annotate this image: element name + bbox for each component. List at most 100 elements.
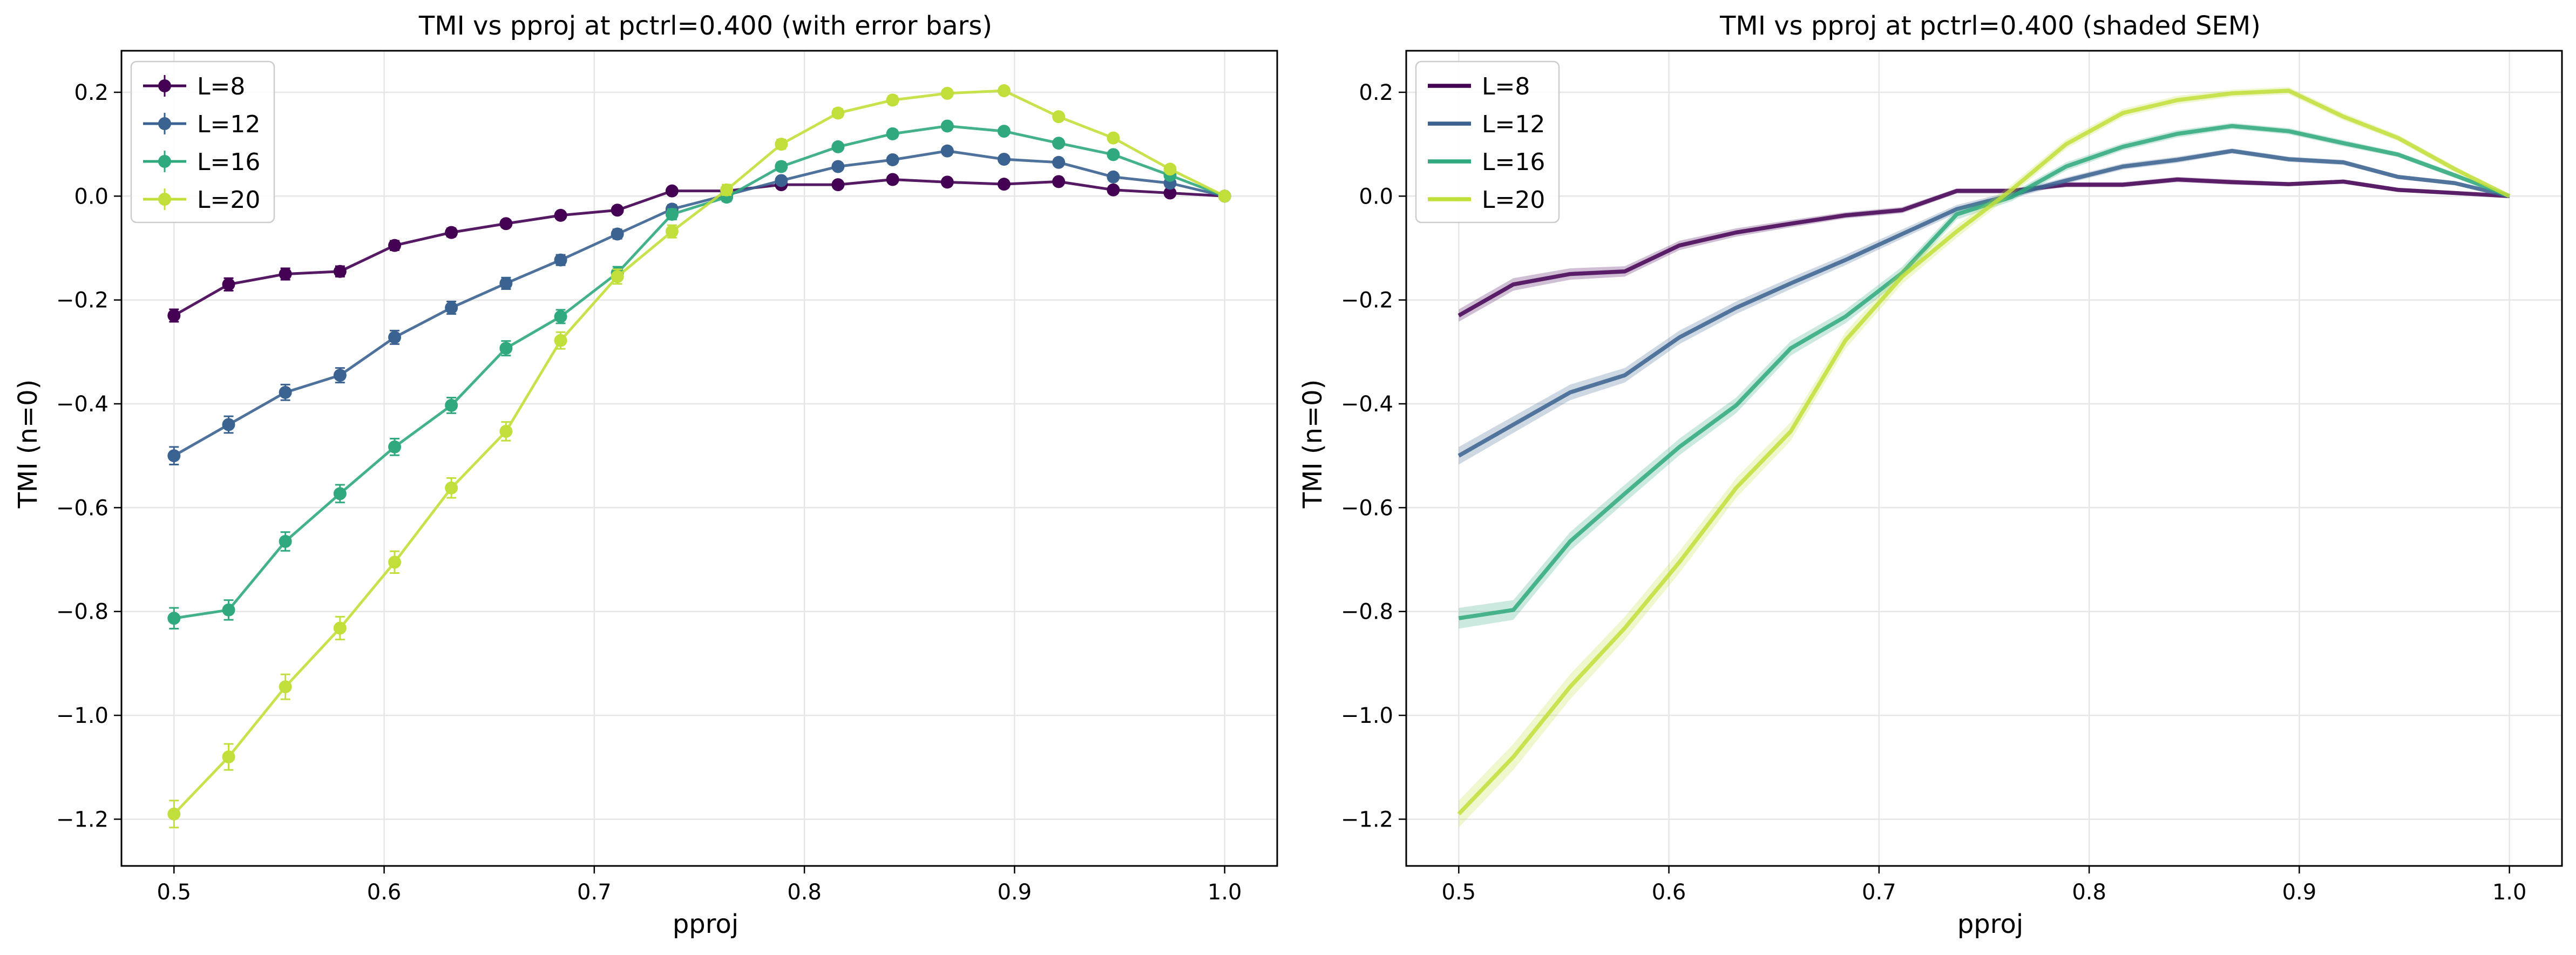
x-tick-label: 0.8 — [787, 880, 822, 905]
y-tick-label: −0.8 — [1341, 600, 1393, 625]
data-point — [388, 239, 402, 252]
data-point — [665, 207, 679, 221]
data-point — [997, 125, 1011, 138]
y-tick-label: −1.2 — [56, 807, 109, 832]
x-tick-label: 0.7 — [1862, 880, 1896, 905]
series-line — [1458, 177, 2510, 317]
data-point — [167, 612, 181, 625]
y-tick-label: 0.2 — [1359, 80, 1393, 105]
data-point — [1107, 170, 1120, 184]
data-point — [1163, 186, 1177, 200]
data-point — [1052, 137, 1066, 150]
y-tick-label: −0.8 — [56, 600, 109, 625]
series-line — [1458, 148, 2510, 458]
data-point — [997, 178, 1011, 191]
legend-item: L=20 — [1428, 186, 1545, 214]
x-axis-label: pproj — [673, 909, 738, 939]
chart-title: TMI vs pproj at pctrl=0.400 (shaded SEM) — [1719, 11, 2261, 41]
data-point — [886, 127, 899, 140]
data-point — [775, 138, 788, 151]
grid — [121, 51, 1277, 866]
data-point — [167, 807, 181, 821]
legend-swatch-marker — [158, 193, 171, 206]
series-line — [173, 178, 1225, 317]
data-point — [886, 93, 899, 107]
data-point — [997, 84, 1011, 98]
legend-item: L=20 — [143, 186, 260, 214]
data-point — [333, 265, 347, 278]
y-tick-label: −0.2 — [1341, 288, 1393, 313]
legend-label: L=8 — [197, 73, 245, 100]
series-line — [1458, 124, 2511, 620]
x-axis-label: pproj — [1957, 909, 2023, 939]
legend-box — [130, 60, 275, 223]
data-point — [445, 226, 458, 239]
data-point — [554, 310, 567, 323]
plot-frame — [120, 50, 1278, 867]
y-tick-label: 0.2 — [74, 80, 109, 105]
data-point — [167, 309, 181, 322]
x-tick-label: 0.6 — [367, 880, 402, 905]
data-point — [665, 184, 679, 198]
legend-item: L=12 — [1428, 111, 1545, 138]
data-point — [886, 153, 899, 166]
legend-label: L=12 — [1482, 111, 1545, 138]
y-axis-label: TMI (n=0) — [13, 380, 43, 509]
data-point — [1107, 183, 1120, 197]
data-point — [1052, 175, 1066, 188]
data-point — [279, 534, 292, 548]
legend-label: L=20 — [1482, 186, 1545, 214]
legend-swatch-marker — [158, 79, 171, 92]
data-point — [831, 178, 845, 192]
right-chart: TMI vs pproj at pctrl=0.400 (shaded SEM)… — [1298, 11, 2563, 939]
data-point — [388, 440, 402, 453]
data-point — [333, 621, 347, 635]
series-line — [1457, 89, 2511, 816]
data-point — [222, 277, 235, 291]
data-point — [279, 680, 292, 694]
legend-label: L=8 — [1482, 73, 1530, 100]
legend-box — [1415, 60, 1560, 223]
x-tick-label: 0.8 — [2072, 880, 2106, 905]
series-L=16 — [1458, 123, 2511, 629]
chart-title: TMI vs pproj at pctrl=0.400 (with error … — [418, 11, 992, 41]
data-point — [831, 160, 845, 173]
data-point — [1107, 148, 1120, 161]
data-point — [940, 144, 954, 158]
data-point — [388, 556, 402, 569]
y-tick-label: 0.0 — [1359, 184, 1393, 209]
data-point — [1163, 162, 1177, 176]
x-tick-label: 0.6 — [1652, 880, 1686, 905]
data-point — [1218, 189, 1231, 203]
x-tick-label: 0.5 — [157, 880, 192, 905]
data-point — [775, 160, 788, 173]
data-point — [720, 183, 734, 197]
y-tick-label: −0.4 — [56, 392, 109, 417]
series-L=20 — [167, 84, 1231, 829]
y-axis-label: TMI (n=0) — [1298, 380, 1328, 509]
data-point — [499, 276, 513, 290]
series-L=8 — [167, 173, 1231, 323]
data-point — [167, 449, 181, 463]
series-line — [173, 124, 1225, 620]
x-tick-label: 1.0 — [1208, 880, 1242, 905]
data-point — [611, 270, 624, 283]
legend-item: L=8 — [1428, 73, 1530, 100]
y-tick-label: −1.0 — [56, 703, 109, 728]
data-point — [997, 153, 1011, 166]
data-point — [1052, 110, 1066, 124]
data-point — [1107, 131, 1120, 145]
data-point — [775, 174, 788, 187]
grid — [1406, 51, 2562, 866]
data-point — [940, 86, 954, 100]
legend-label: L=16 — [197, 148, 260, 176]
series-layer — [1457, 87, 2511, 828]
x-tick-label: 1.0 — [2492, 880, 2527, 905]
data-point — [445, 398, 458, 412]
data-point — [611, 204, 624, 217]
data-point — [222, 418, 235, 431]
data-point — [554, 253, 567, 267]
legend-label: L=20 — [197, 186, 260, 214]
data-point — [499, 217, 513, 231]
legend-item: L=16 — [1428, 148, 1545, 176]
